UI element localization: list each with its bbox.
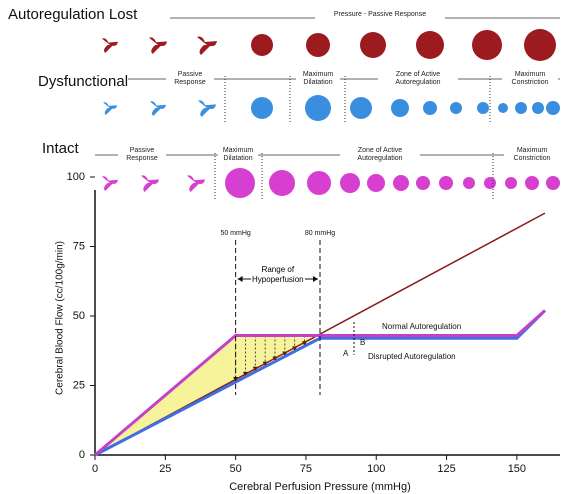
vessel bbox=[150, 101, 166, 116]
panel-title: Autoregulation Lost bbox=[8, 6, 137, 23]
x-axis-label: Cerebral Perfusion Pressure (mmHg) bbox=[229, 481, 411, 493]
annotation: B bbox=[360, 338, 365, 347]
vessel bbox=[391, 99, 409, 117]
marker-label: 50 mmHg bbox=[220, 230, 250, 237]
marker-label: 80 mmHg bbox=[305, 230, 335, 237]
series-label: Disrupted Autoregulation bbox=[368, 352, 456, 361]
vessel bbox=[439, 176, 453, 190]
vessel bbox=[546, 101, 560, 115]
y-axis-label: Cerebral Blood Flow (cc/100g/min) bbox=[55, 241, 66, 395]
zone-label: Maximum Dilatation bbox=[218, 147, 258, 163]
x-tick-label: 75 bbox=[300, 463, 312, 475]
series-label: Normal Autoregulation bbox=[382, 322, 461, 331]
vessel bbox=[350, 97, 372, 119]
zone-label: Maximum Constriction bbox=[504, 147, 560, 163]
vessel bbox=[450, 102, 462, 114]
vessel bbox=[197, 37, 217, 55]
y-tick-label: 100 bbox=[67, 171, 85, 183]
zone-label: Maximum Constriction bbox=[502, 71, 558, 87]
zone-label: Zone of Active Autoregulation bbox=[340, 147, 420, 163]
y-tick-label: 75 bbox=[73, 240, 85, 252]
vessel bbox=[103, 102, 117, 115]
vessel bbox=[515, 102, 527, 114]
vessel bbox=[187, 175, 205, 192]
vessel bbox=[472, 30, 502, 60]
vessel bbox=[546, 176, 560, 190]
vessel bbox=[360, 32, 386, 58]
y-tick-label: 25 bbox=[73, 379, 85, 391]
panel-title: Intact bbox=[42, 140, 79, 157]
vessel bbox=[416, 31, 444, 59]
figure: 0 25 50 75 100 0 25 50 75 100 125 150 Cerebral Perfu… bbox=[0, 0, 579, 494]
vessel bbox=[305, 95, 331, 121]
vessel bbox=[340, 173, 360, 193]
vessel bbox=[102, 38, 118, 53]
x-tick-label: 0 bbox=[92, 463, 98, 475]
vessel bbox=[102, 176, 118, 191]
zone-label: Passive Response bbox=[118, 147, 166, 163]
vessel bbox=[251, 97, 273, 119]
vessel bbox=[484, 177, 496, 189]
zone-label: Maximum Dilatation bbox=[296, 71, 340, 87]
y-tick-label: 50 bbox=[73, 310, 85, 322]
range-label-box: Range of Hypoperfusion bbox=[251, 265, 305, 291]
vessel bbox=[251, 34, 273, 56]
zone-label: Zone of Active Autoregulation bbox=[378, 71, 458, 87]
x-tick-label: 50 bbox=[230, 463, 242, 475]
y-tick-label: 0 bbox=[79, 449, 85, 461]
annotation: A bbox=[343, 349, 349, 358]
vessel bbox=[505, 177, 517, 189]
vessel bbox=[198, 100, 216, 117]
panel-title: Dysfunctional bbox=[38, 73, 128, 90]
vessel bbox=[149, 37, 167, 54]
vessel bbox=[416, 176, 430, 190]
vessel bbox=[307, 171, 331, 195]
vessel bbox=[269, 170, 295, 196]
vessel bbox=[532, 102, 544, 114]
vessel bbox=[525, 176, 539, 190]
zone-label: Pressure - Passive Response bbox=[315, 11, 445, 19]
vessel bbox=[225, 168, 255, 198]
vessel bbox=[306, 33, 330, 57]
x-tick-label: 125 bbox=[437, 463, 455, 475]
vessel bbox=[524, 29, 556, 61]
vessel bbox=[498, 103, 508, 113]
vessel bbox=[367, 174, 385, 192]
vessel bbox=[477, 102, 489, 114]
zone-label: Passive Response bbox=[166, 71, 214, 87]
vessel bbox=[141, 175, 159, 192]
vessel bbox=[393, 175, 409, 191]
vessel bbox=[463, 177, 475, 189]
x-tick-label: 150 bbox=[508, 463, 526, 475]
range-label: Range of Hypoperfusion bbox=[251, 265, 305, 285]
vessel bbox=[423, 101, 437, 115]
x-tick-label: 100 bbox=[367, 463, 385, 475]
x-tick-label: 25 bbox=[159, 463, 171, 475]
